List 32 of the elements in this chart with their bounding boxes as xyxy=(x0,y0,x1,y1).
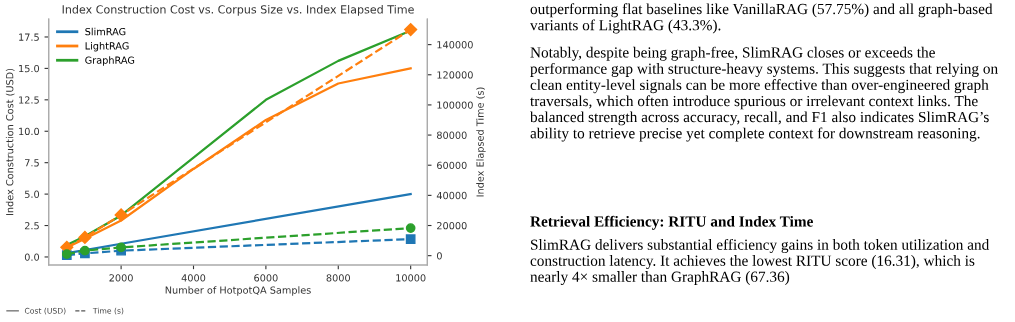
text: Notably, despite being graph-free, SlimRAG closes or exceeds the performance gap with structure-heavy systems. This suggests that relying on clean entity-level signals can be more effective than over-engineered graph traversals, which often introduce spurious or irrelevant context links. The balanced strength across accuracy, recall, and F1 also indicates SlimRAG’s ability to retrieve precise yet complete context for downstream reasoning. xyxy=(530,46,998,142)
y2-tick-label: 120000 xyxy=(437,71,473,79)
text: Retrieval Efficiency: RITU and Index Time xyxy=(530,215,813,230)
x-axis-title: Number of HotpotQA Samples xyxy=(165,286,311,296)
y-tick-label: 15.0 xyxy=(19,64,40,73)
y-tick-label: 10.0 xyxy=(19,127,40,136)
y-tick-label: 2.5 xyxy=(24,222,39,230)
x-tick-label: 2000 xyxy=(109,274,133,282)
x-tick-label: 6000 xyxy=(254,274,278,282)
x-tick-label: 4000 xyxy=(181,274,206,282)
y-tick-label: 0.0 xyxy=(24,253,40,261)
x-tick-label: 8000 xyxy=(326,274,350,282)
y-axis-title: Index Construction Cost (USD) xyxy=(5,68,15,215)
y2-tick-label: 20000 xyxy=(437,221,467,230)
y2-tick-label: 60000 xyxy=(437,161,467,170)
chart-title: Index Construction Cost vs. Corpus Size vs. Index Elapsed Time xyxy=(62,5,414,16)
y-tick-label: 17.5 xyxy=(19,33,39,41)
legend-label: SlimRAG xyxy=(85,27,126,36)
x-tick-label: 10000 xyxy=(396,274,426,282)
y2-tick-label: 0 xyxy=(436,252,442,260)
y-tick-label: 12.5 xyxy=(19,96,39,104)
text: SlimRAG delivers substantial efficiency gains in both token utilization and construction latency. It achieves the lowest RITU score (16.31), which is nearly 4× smaller than GraphRAG (67.36) xyxy=(530,238,990,286)
y2-tick-label: 40000 xyxy=(436,191,467,200)
y-tick-label: 5.0 xyxy=(24,190,40,198)
text: outperforming flat baselines like VanillaRAG (57.75%) and all graph-based variants of LightRAG (43.3%). xyxy=(530,3,993,34)
y-tick-label: 7.5 xyxy=(25,159,39,167)
y2-tick-label: 140000 xyxy=(437,41,473,49)
y2-tick-label: 80000 xyxy=(437,131,467,139)
legend-label: LightRAG xyxy=(85,42,129,52)
y2-axis-title: Index Elapsed Time (s) xyxy=(476,87,486,197)
y2-tick-label: 100000 xyxy=(437,101,473,109)
legend-label: GraphRAG xyxy=(85,56,135,66)
